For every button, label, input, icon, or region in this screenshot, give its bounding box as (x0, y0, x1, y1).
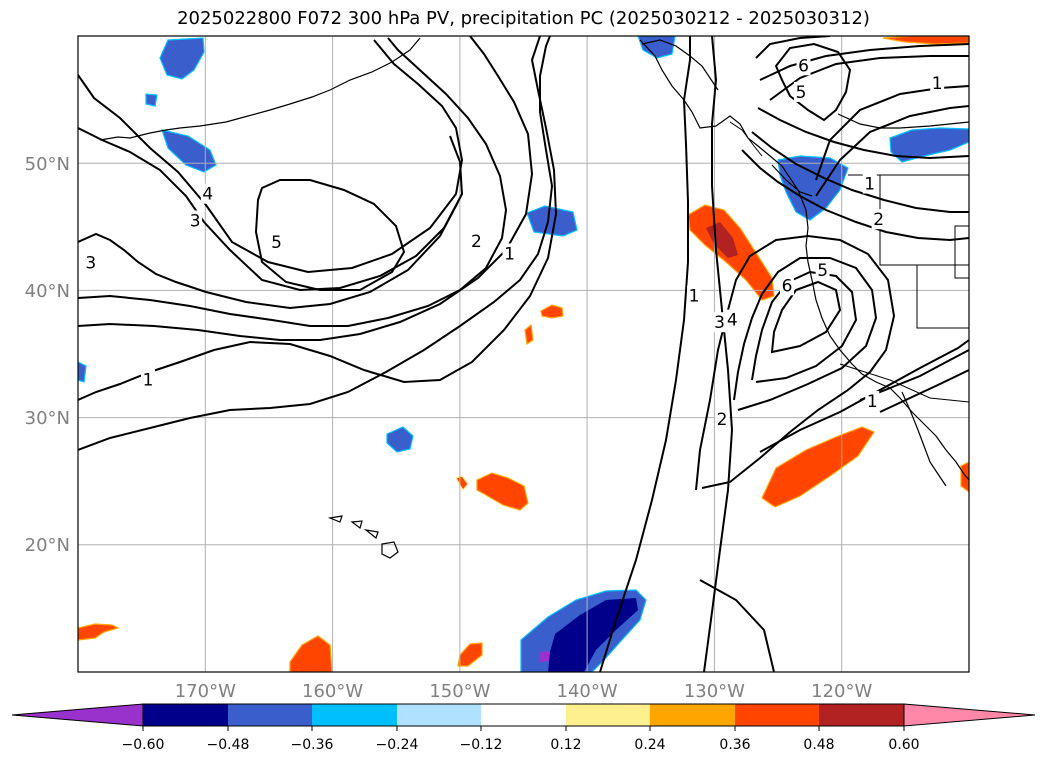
lon-label: 140°W (557, 681, 618, 702)
contour-label-bg (865, 391, 880, 412)
contour-label-bg (200, 183, 215, 204)
contour-label: 6 (782, 276, 793, 296)
lat-label: 40°N (25, 281, 70, 302)
lon-label: 120°W (811, 681, 872, 702)
contour-label: 1 (864, 175, 875, 195)
lat-label: 20°N (25, 535, 70, 556)
colorbar-tick-label: 0.12 (550, 737, 581, 753)
lon-label: 130°W (684, 681, 745, 702)
contour-label: 1 (143, 370, 154, 390)
contour-label: 2 (471, 232, 482, 252)
precip-shading (78, 36, 969, 672)
colorbar-tick-label: −0.24 (376, 737, 419, 753)
colorbar-tick-label: 0.60 (888, 737, 919, 753)
contour-label-bg (141, 369, 156, 390)
lon-label: 150°W (429, 681, 490, 702)
lat-tick-labels: 20°N 30°N 40°N 50°N (25, 154, 70, 556)
contour-label-bg (779, 275, 794, 296)
pv-contours (78, 36, 969, 672)
contour-label-bg (712, 312, 727, 333)
colorbar-segment (735, 704, 819, 726)
colorbar-tick-label: −0.60 (122, 737, 165, 753)
contour-label-bg (269, 232, 284, 253)
contour-label-bg (796, 55, 811, 76)
colorbar-segment (566, 704, 650, 726)
lat-label: 50°N (25, 154, 70, 175)
contour-label: 1 (932, 74, 943, 94)
lon-tick-labels: 170°W 160°W 150°W 140°W 130°W 120°W (175, 681, 873, 702)
colorbar-tick-label: 0.36 (719, 737, 750, 753)
contour-label: 6 (798, 56, 809, 76)
contour-label: 1 (867, 392, 878, 412)
lon-label: 170°W (175, 681, 236, 702)
contour-label-bg (862, 173, 877, 194)
colorbar-extend-high (903, 703, 1036, 727)
contour-label: 1 (689, 286, 700, 306)
contour-label: 4 (202, 185, 213, 205)
contour-label: 5 (796, 83, 807, 103)
contour-label: 2 (717, 410, 728, 430)
colorbar-tick-label: 0.48 (803, 737, 834, 753)
contour-label: 3 (714, 313, 725, 333)
contour-label-bg (930, 73, 945, 94)
contour-label: 5 (817, 261, 828, 281)
contour-label-bg (469, 230, 484, 251)
contour-label-bg (83, 252, 98, 273)
colorbar: −0.60 −0.48 −0.36 −0.24 −0.12 0.12 0.24 … (11, 703, 1036, 753)
map-frame (77, 35, 970, 673)
colorbar-segment (650, 704, 735, 726)
contour-label-bg (793, 81, 808, 102)
contour-label-bg (815, 260, 830, 281)
coastlines (99, 37, 969, 559)
colorbar-segment (143, 704, 228, 726)
map-title: 2025022800 F072 300 hPa PV, precipitatio… (177, 8, 870, 29)
graticule (78, 36, 969, 672)
contour-label: 3 (190, 211, 201, 231)
contour-label: 4 (727, 311, 738, 331)
contour-label: 5 (271, 233, 282, 253)
contour-label-bg (188, 210, 203, 231)
colorbar-segment (481, 704, 566, 726)
lat-label: 30°N (25, 408, 70, 429)
colorbar-segment (312, 704, 397, 726)
colorbar-tick-label: −0.36 (291, 737, 334, 753)
contour-label: 2 (873, 210, 884, 230)
contour-label-bg (871, 209, 886, 230)
contour-label-bg (725, 309, 740, 330)
colorbar-tick-label: 0.24 (634, 737, 665, 753)
colorbar-frame (142, 703, 905, 727)
colorbar-extend-low (11, 703, 144, 727)
colorbar-segment (397, 704, 481, 726)
map-background (78, 36, 969, 672)
contour-label-bg (502, 243, 517, 264)
colorbar-tick-label: −0.48 (207, 737, 250, 753)
contour-label: 1 (504, 245, 515, 265)
colorbar-segment (228, 704, 312, 726)
colorbar-tick-label: −0.12 (460, 737, 503, 753)
contour-label: 3 (85, 253, 96, 273)
lon-label: 160°W (302, 681, 363, 702)
colorbar-segment (819, 704, 904, 726)
contour-label-bg (715, 408, 730, 429)
contour-label-bg (687, 285, 702, 306)
